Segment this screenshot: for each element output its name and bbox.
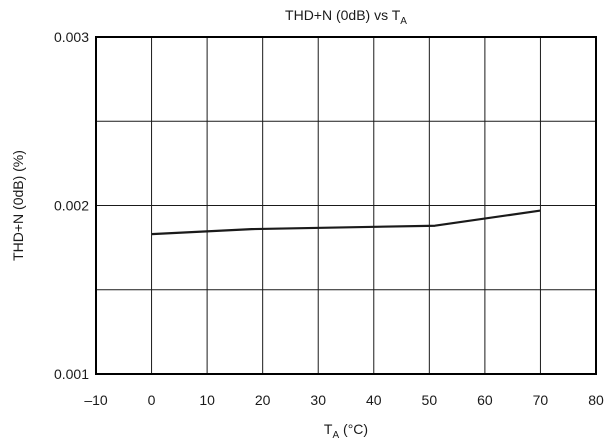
y-axis-label: THD+N (0dB) (%) <box>10 150 26 261</box>
grid-lines <box>95 36 597 375</box>
y-tick-label: 0.003 <box>54 29 89 45</box>
chart-title-main: THD+N (0dB) vs T <box>285 7 401 23</box>
x-tick-label: 30 <box>310 392 326 408</box>
plot-frame <box>95 36 597 375</box>
x-tick-label: 0 <box>148 392 156 408</box>
x-tick-label: 50 <box>422 392 438 408</box>
x-tick-label: 70 <box>533 392 549 408</box>
x-tick-label: 60 <box>477 392 493 408</box>
x-axis-label-unit: (°C) <box>339 421 368 437</box>
x-axis-label: TA (°C) <box>324 421 368 441</box>
series-layer <box>151 209 541 236</box>
chart-title: THD+N (0dB) vs TA <box>285 7 407 27</box>
x-axis-label-subscript: A <box>332 430 339 441</box>
x-axis-label-main: T <box>324 421 333 437</box>
thd-n-series-line <box>151 209 541 236</box>
chart-title-subscript: A <box>400 16 407 27</box>
y-tick-label: 0.001 <box>54 366 89 382</box>
x-tick-label: 10 <box>199 392 215 408</box>
x-tick-labels: –10 0 10 20 30 40 50 60 70 80 <box>84 392 604 408</box>
y-tick-labels: 0.001 0.002 0.003 <box>54 29 89 382</box>
y-tick-label: 0.002 <box>54 198 89 214</box>
x-tick-label: 80 <box>588 392 604 408</box>
x-tick-label: 20 <box>255 392 271 408</box>
x-tick-label: –10 <box>84 392 108 408</box>
x-tick-label: 40 <box>366 392 382 408</box>
